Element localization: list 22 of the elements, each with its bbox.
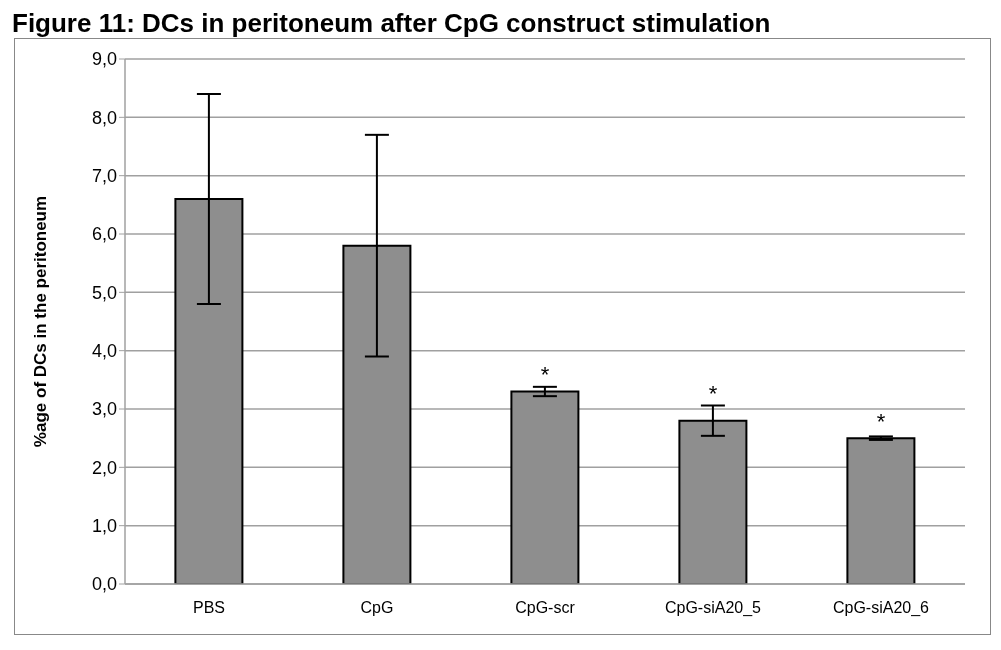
- annotation: *: [876, 409, 886, 435]
- y-tick-label: 0,0: [91, 574, 117, 595]
- y-tick-label: 2,0: [91, 457, 117, 478]
- x-tick-label: CpG-siA20_6: [832, 599, 930, 618]
- annotation: *: [540, 361, 550, 387]
- x-tick-label: CpG-siA20_5: [664, 599, 762, 618]
- y-tick-label: 4,0: [91, 341, 117, 362]
- bar: [510, 390, 580, 584]
- y-tick-label: 8,0: [91, 107, 117, 128]
- y-tick-label: 1,0: [91, 516, 117, 537]
- x-tick-label: PBS: [192, 599, 226, 617]
- annotation: *: [708, 380, 718, 406]
- bar: [846, 437, 916, 584]
- y-tick-label: 5,0: [91, 282, 117, 303]
- x-tick-label: CpG-scr: [515, 599, 576, 617]
- y-tick-label: 9,0: [91, 49, 117, 70]
- x-tick-label: CpG: [360, 599, 394, 617]
- y-axis-title: %age of DCs in the peritoneum: [31, 195, 51, 448]
- y-tick-label: 7,0: [91, 166, 117, 187]
- y-tick-label: 3,0: [91, 399, 117, 420]
- chart-title: Figure 11: DCs in peritoneum after CpG construct stimulation: [12, 8, 772, 38]
- y-tick-label: 6,0: [91, 224, 117, 245]
